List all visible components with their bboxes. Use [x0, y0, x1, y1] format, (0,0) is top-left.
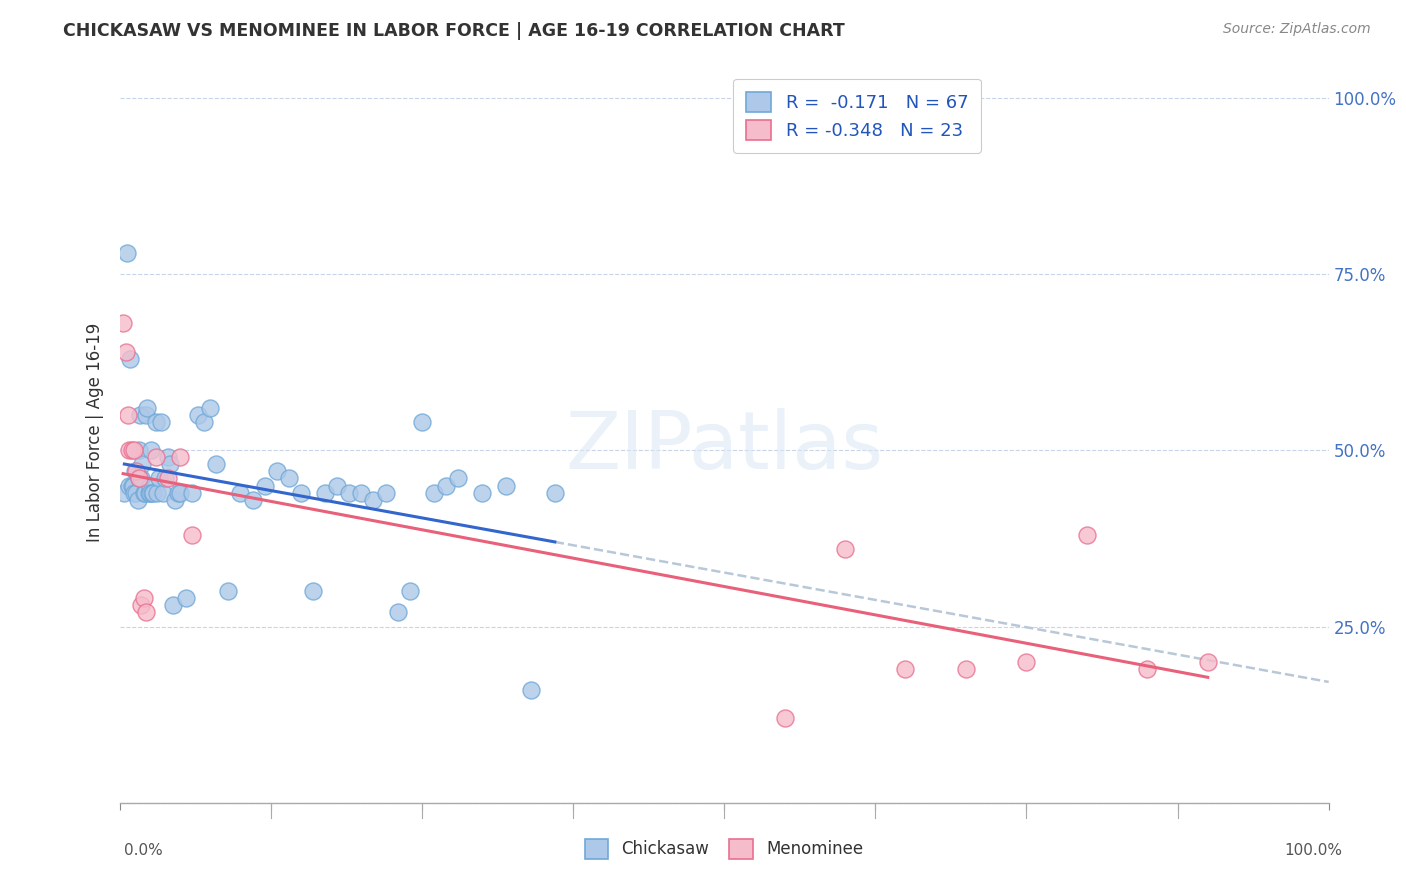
Point: [152, 485, 174, 500]
Point: [1076, 528, 1098, 542]
Point: [200, 401, 222, 415]
Point: [314, 485, 336, 500]
Point: [121, 478, 143, 492]
Point: [217, 584, 239, 599]
Point: [350, 485, 373, 500]
Point: [131, 458, 153, 472]
Text: CHICKASAW VS MENOMINEE IN LABOR FORCE | AGE 16-19 CORRELATION CHART: CHICKASAW VS MENOMINEE IN LABOR FORCE | …: [63, 22, 845, 40]
Point: [434, 478, 457, 492]
Point: [174, 591, 197, 606]
Point: [181, 485, 204, 500]
Point: [124, 464, 146, 478]
Point: [114, 344, 136, 359]
Point: [118, 478, 141, 492]
Point: [894, 662, 917, 676]
Point: [128, 471, 150, 485]
Point: [447, 471, 470, 485]
Point: [277, 471, 299, 485]
Point: [544, 485, 567, 500]
Point: [136, 401, 159, 415]
Point: [205, 458, 228, 472]
Point: [139, 443, 162, 458]
Text: 100.0%: 100.0%: [1285, 843, 1343, 858]
Point: [159, 458, 181, 472]
Point: [122, 485, 145, 500]
Point: [138, 485, 160, 500]
Point: [955, 662, 977, 676]
Point: [166, 485, 188, 500]
Point: [834, 541, 856, 556]
Point: [138, 478, 162, 492]
Point: [302, 584, 325, 599]
Point: [134, 485, 156, 500]
Point: [118, 443, 141, 458]
Point: [165, 492, 187, 507]
Point: [398, 584, 420, 599]
Point: [773, 711, 796, 725]
Point: [423, 485, 446, 500]
Point: [128, 443, 150, 458]
Point: [162, 599, 184, 613]
Point: [149, 415, 172, 429]
Point: [112, 316, 135, 330]
Point: [121, 443, 143, 458]
Text: Source: ZipAtlas.com: Source: ZipAtlas.com: [1223, 22, 1371, 37]
Point: [125, 485, 148, 500]
Point: [1136, 662, 1159, 676]
Point: [169, 485, 191, 500]
Point: [117, 408, 139, 422]
Point: [121, 478, 143, 492]
Point: [155, 471, 177, 485]
Point: [132, 485, 155, 500]
Point: [141, 485, 163, 500]
Point: [135, 408, 157, 422]
Point: [187, 408, 209, 422]
Point: [519, 683, 541, 698]
Point: [142, 485, 165, 500]
Point: [337, 485, 360, 500]
Point: [229, 485, 252, 500]
Point: [169, 450, 191, 465]
Point: [411, 415, 433, 429]
Point: [132, 591, 155, 606]
Point: [128, 471, 150, 485]
Point: [387, 606, 409, 620]
Point: [1015, 655, 1038, 669]
Point: [129, 599, 152, 613]
Point: [145, 450, 167, 465]
Y-axis label: In Labor Force | Age 16-19: In Labor Force | Age 16-19: [86, 323, 104, 542]
Point: [125, 464, 148, 478]
Point: [193, 415, 215, 429]
Point: [242, 492, 264, 507]
Point: [253, 478, 276, 492]
Point: [138, 485, 162, 500]
Point: [148, 471, 170, 485]
Point: [290, 485, 312, 500]
Point: [129, 408, 152, 422]
Point: [471, 485, 494, 500]
Point: [135, 606, 157, 620]
Point: [156, 471, 179, 485]
Point: [363, 492, 385, 507]
Legend: Chickasaw, Menominee: Chickasaw, Menominee: [575, 830, 873, 869]
Point: [120, 351, 142, 366]
Point: [156, 450, 179, 465]
Text: 0.0%: 0.0%: [124, 843, 163, 858]
Point: [374, 485, 396, 500]
Point: [1197, 655, 1219, 669]
Point: [146, 485, 169, 500]
Point: [495, 478, 517, 492]
Point: [127, 492, 149, 507]
Point: [145, 415, 167, 429]
Text: ZIPatlas: ZIPatlas: [565, 409, 883, 486]
Point: [112, 485, 135, 500]
Point: [115, 245, 138, 260]
Point: [181, 528, 204, 542]
Point: [129, 471, 152, 485]
Point: [326, 478, 349, 492]
Point: [122, 443, 145, 458]
Point: [266, 464, 288, 478]
